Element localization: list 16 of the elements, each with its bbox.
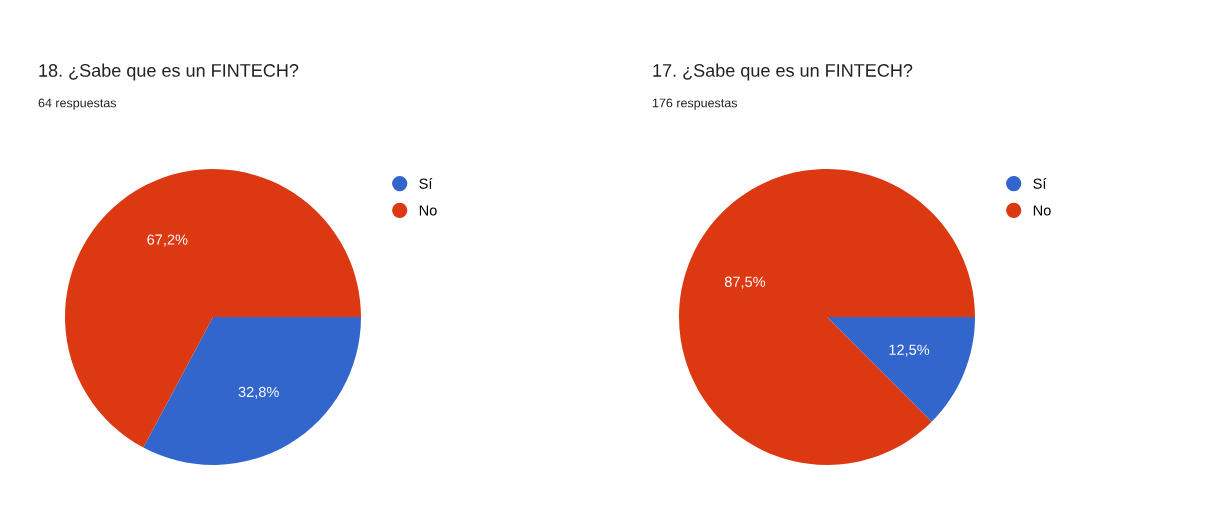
legend-label: Sí xyxy=(419,177,433,189)
pie-slice xyxy=(827,317,975,422)
data-label: 32,8% xyxy=(238,386,279,399)
pie-slice xyxy=(143,317,361,465)
chart-title: 18. ¿Sabe que es un FINTECH? xyxy=(39,63,299,81)
pie-slice xyxy=(65,169,361,448)
data-label: 12,5% xyxy=(889,344,930,357)
chart-subtitle: 64 respuestas xyxy=(38,98,117,110)
data-label: 67,2% xyxy=(147,234,188,247)
chart-subtitle: 176 respuestas xyxy=(652,98,738,110)
data-label: 87,5% xyxy=(724,276,766,289)
legend-label: Sí xyxy=(1033,177,1047,189)
legend-label: No xyxy=(419,205,437,216)
pie-slice xyxy=(679,169,975,465)
chart-title: 17. ¿Sabe que es un FINTECH? xyxy=(653,63,913,81)
legend-label: No xyxy=(1033,205,1051,216)
